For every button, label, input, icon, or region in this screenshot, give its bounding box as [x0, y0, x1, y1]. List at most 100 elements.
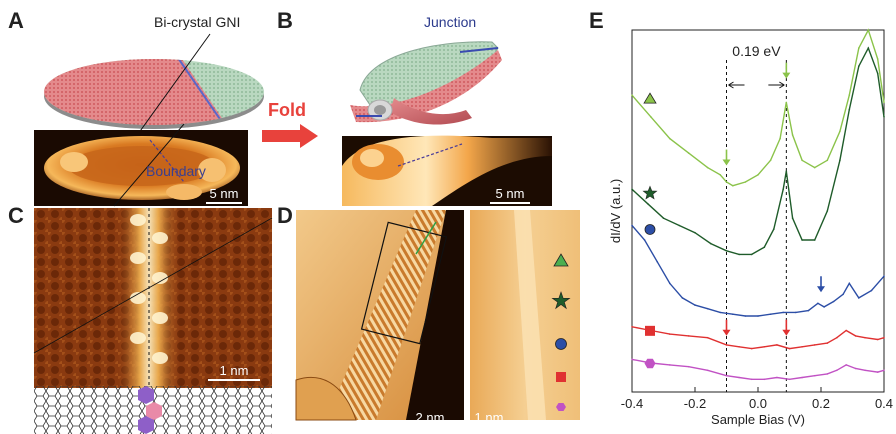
data-point-triangle: [631, 94, 633, 96]
data-point-hexagon: [826, 373, 829, 375]
data-point-triangle: [826, 159, 829, 162]
fold-arrow-icon: [262, 124, 318, 148]
panel-a-title-label: Bi-crystal GNI: [154, 14, 241, 30]
panel-a-disk-illustration: [44, 33, 264, 135]
data-point-hexagon: [788, 378, 791, 381]
data-point-hexagon: [687, 365, 690, 368]
panel-a-scalebar-label: 5 nm: [209, 186, 239, 201]
data-point-square: [801, 346, 803, 348]
data-point-star: [773, 228, 775, 230]
legend-hexagon-icon: [644, 358, 656, 369]
feature-arrow-green-left-icon: [722, 159, 731, 166]
data-point-square: [631, 326, 633, 328]
marker-triangle-icon: [553, 253, 569, 267]
data-point-star: [694, 231, 696, 234]
x-axis-label: Sample Bias (V): [711, 412, 805, 427]
data-point-circle: [858, 297, 860, 299]
data-point-square: [763, 346, 766, 348]
x-tick-label: 0.0: [749, 396, 767, 411]
data-point-circle: [848, 282, 851, 285]
data-point-triangle: [650, 116, 652, 118]
data-point-square: [776, 344, 778, 346]
data-point-square: [750, 347, 753, 350]
data-point-square: [836, 336, 838, 339]
marker-square-icon: [556, 372, 566, 382]
marker-star-icon: [551, 291, 571, 310]
panel-b-scalebar-label: 5 nm: [495, 186, 525, 201]
data-point-square: [725, 344, 728, 346]
legend-star-icon: [642, 185, 658, 200]
series-line-star: [631, 46, 885, 256]
data-point-triangle: [848, 94, 851, 96]
data-point-star: [826, 210, 829, 212]
data-point-hexagon: [763, 378, 766, 381]
panel-b-junction-label: Junction: [424, 14, 477, 30]
data-point-star: [782, 188, 784, 191]
data-point-star: [883, 116, 885, 118]
data-point-star: [839, 159, 841, 162]
panel-letter-d: D: [277, 203, 293, 228]
data-point-square: [826, 342, 829, 344]
gap-arrow-left-icon: [728, 81, 745, 89]
panel-c-scalebar: 1 nm: [208, 363, 260, 381]
data-point-square: [788, 347, 791, 350]
fold-label: Fold: [268, 100, 306, 120]
data-point-triangle: [744, 181, 747, 183]
data-point-star: [678, 224, 681, 227]
marker-hexagon-icon: [556, 403, 566, 411]
data-point-circle: [870, 289, 873, 292]
data-point-star: [662, 217, 665, 219]
data-point-hexagon: [750, 378, 753, 381]
panel-d-stm-image: [295, 210, 464, 421]
panel-a-scalebar: 5 nm: [206, 186, 242, 204]
panel-b-folded-illustration: [350, 41, 502, 125]
data-point-hexagon: [813, 374, 816, 377]
chart-frame: [631, 29, 885, 393]
data-point-triangle: [858, 47, 860, 49]
data-point-hexagon: [845, 364, 847, 366]
data-point-circle: [807, 309, 810, 312]
data-point-square: [687, 335, 690, 337]
panel-a-pointer-line: [137, 33, 211, 135]
feature-arrow-red-right-icon: [782, 329, 791, 336]
legend-triangle-icon: [643, 92, 657, 104]
data-point-hexagon: [883, 369, 885, 372]
series-line-hexagon: [631, 358, 885, 381]
data-point-circle: [732, 313, 734, 316]
data-point-circle: [631, 224, 633, 227]
data-point-square: [813, 344, 816, 346]
data-point-square: [854, 335, 857, 337]
panel-d-scalebar-left: 2 nm: [412, 410, 448, 428]
data-point-square: [706, 336, 709, 339]
data-point-triangle: [813, 166, 816, 169]
panel-b-scalebar: 5 nm: [490, 186, 530, 204]
panel-c-lattice-schematic: [34, 386, 272, 434]
data-point-square: [864, 336, 866, 339]
feature-arrow-green-right-icon: [782, 72, 791, 79]
data-point-triangle: [769, 159, 772, 162]
data-point-triangle: [785, 101, 788, 104]
panel-d-scalebar-left-label: 2 nm: [415, 410, 445, 425]
data-point-square: [738, 346, 740, 348]
data-point-circle: [694, 304, 696, 306]
data-point-triangle: [801, 159, 803, 162]
data-point-circle: [656, 260, 658, 263]
data-point-hexagon: [854, 367, 857, 370]
data-point-circle: [823, 306, 825, 308]
data-point-hexagon: [738, 376, 740, 379]
data-point-triangle: [687, 152, 690, 154]
legend-square-icon: [645, 325, 655, 336]
data-point-star: [750, 253, 753, 256]
legend-circle-icon: [644, 224, 656, 235]
data-point-circle: [681, 297, 684, 299]
data-point-circle: [883, 275, 885, 278]
data-point-circle: [842, 293, 844, 296]
x-tick-label: -0.2: [684, 396, 706, 411]
data-point-circle: [706, 307, 709, 310]
series-line-circle: [631, 225, 885, 317]
data-point-star: [791, 217, 794, 219]
data-point-star: [848, 108, 851, 111]
data-point-hexagon: [876, 371, 879, 373]
data-point-triangle: [876, 58, 879, 60]
data-point-circle: [744, 315, 747, 317]
